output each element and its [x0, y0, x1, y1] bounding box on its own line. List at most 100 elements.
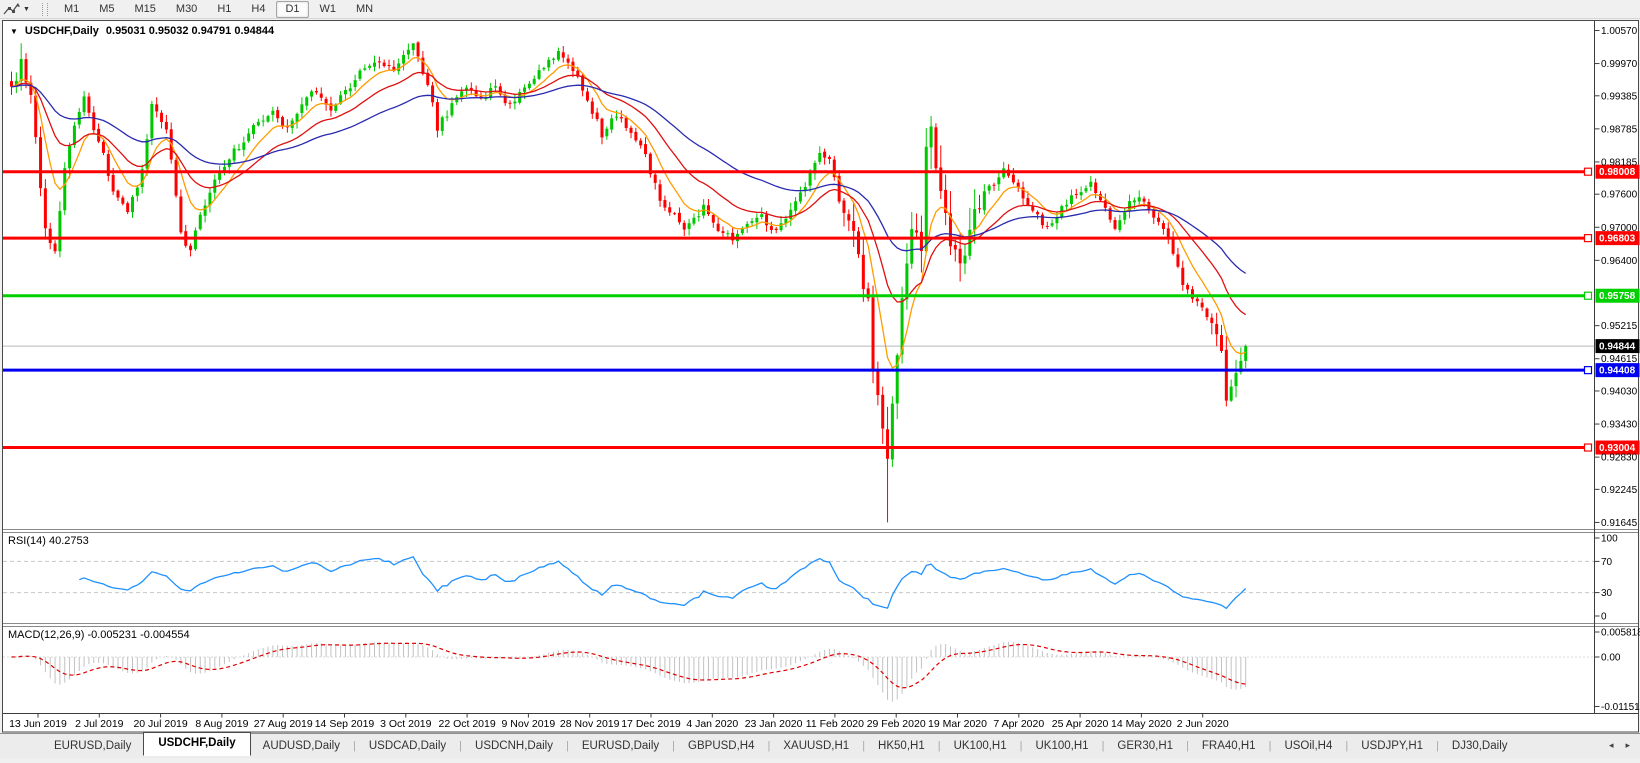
- hline-0.93004[interactable]: 0.93004: [3, 440, 1640, 455]
- collapse-icon[interactable]: ▼: [10, 26, 18, 36]
- toolbar-tool-group: ▼: [0, 2, 33, 17]
- date-label: 22 Oct 2019: [438, 718, 495, 730]
- price-tick-label: 0.95215: [1601, 321, 1638, 332]
- date-label: 29 Feb 2020: [867, 718, 926, 730]
- tab-divider: |: [1436, 740, 1439, 752]
- chart-tab-usdcnh-daily[interactable]: USDCNH,Daily: [475, 740, 553, 752]
- hline-handle: [1583, 366, 1593, 375]
- chart-tab-usdcad-daily[interactable]: USDCAD,Daily: [368, 740, 447, 752]
- price-tick-label: 1.00570: [1601, 26, 1638, 37]
- hline-handle: [1583, 291, 1593, 300]
- date-label: 17 Dec 2019: [621, 718, 681, 730]
- chart-tab-eurusd-daily[interactable]: EURUSD,Daily: [54, 740, 132, 752]
- chart-canvas: 0.98008 0.96803 0.95758 0.94408 0.93004 1.005…: [2, 20, 1640, 733]
- tab-scroll-left-icon[interactable]: ◂: [1608, 740, 1614, 750]
- tf-button-m15[interactable]: M15: [134, 2, 156, 15]
- tab-divider: |: [937, 740, 941, 752]
- crosshair-cursor-icon[interactable]: [3, 2, 20, 17]
- hline-0.98008[interactable]: 0.98008: [3, 164, 1640, 179]
- hline-0.96803[interactable]: 0.96803: [3, 231, 1640, 246]
- price-tick-label: 0.94615: [1601, 354, 1638, 365]
- tf-button-m5[interactable]: M5: [99, 2, 115, 15]
- tf-button-d1[interactable]: D1: [276, 0, 309, 18]
- date-label: 13 Jun 2019: [9, 718, 67, 730]
- chart-tab-fra40-h1[interactable]: FRA40,H1: [1201, 740, 1256, 752]
- date-label: 2 Jul 2019: [75, 718, 124, 730]
- toolbar-grip[interactable]: [41, 2, 48, 16]
- tab-divider: |: [672, 740, 676, 752]
- tab-divider: |: [862, 740, 866, 752]
- rsi-line: [79, 556, 1247, 610]
- hline-0.94408[interactable]: 0.94408: [3, 363, 1640, 378]
- price-scale: 1.00570 0.99970 0.99385 0.98785 0.98185 0.976…: [1594, 26, 1638, 529]
- svg-text:0.96803: 0.96803: [1599, 234, 1636, 245]
- chart-tab-bar: ◂ ▸ EURUSD,Daily USDCHF,Daily AUDUSD,Daily…: [0, 732, 1640, 758]
- hline-price-badge: [1595, 164, 1640, 179]
- date-label: 27 Aug 2019: [254, 718, 313, 730]
- tf-button-mn[interactable]: MN: [356, 2, 374, 15]
- tf-button-w1[interactable]: W1: [319, 2, 337, 15]
- chart-tab-eurusd-daily[interactable]: EURUSD,Daily: [581, 740, 660, 752]
- date-label: 25 Apr 2020: [1052, 718, 1109, 730]
- tab-divider: |: [1101, 740, 1105, 752]
- chart-window-frame: [2, 20, 1639, 733]
- ma-8-line: [11, 56, 1246, 369]
- hline-handle: [1583, 167, 1593, 176]
- dropdown-caret-icon[interactable]: ▼: [23, 5, 30, 13]
- chart-tab-audusd-daily[interactable]: AUDUSD,Daily: [262, 740, 340, 752]
- macd-indicator-label: MACD(12,26,9) -0.005231 -0.004554: [8, 629, 190, 641]
- hline-0.95758[interactable]: 0.95758: [3, 288, 1640, 303]
- tf-button-m1[interactable]: M1: [63, 2, 80, 15]
- tab-divider: |: [352, 740, 356, 752]
- svg-text:0.94408: 0.94408: [1599, 366, 1636, 377]
- macd-signal-line: [11, 642, 1246, 689]
- chart-tab-dj30-daily[interactable]: DJ30,Daily: [1451, 740, 1508, 752]
- date-label: 11 Feb 2020: [806, 718, 864, 730]
- date-label: 14 May 2020: [1111, 718, 1172, 730]
- macd-scale-label: 0.005818: [1601, 628, 1640, 639]
- date-label: 3 Oct 2019: [380, 718, 432, 730]
- tab-divider: |: [1019, 740, 1023, 752]
- hline-handle: [1583, 234, 1593, 243]
- hline-price-badge: [1595, 363, 1640, 378]
- chart-tab-hk50-h1[interactable]: HK50,H1: [878, 740, 925, 752]
- date-label: 7 Apr 2020: [993, 718, 1044, 730]
- date-label: 20 Jul 2019: [133, 718, 187, 730]
- chart-tab-usdchf-daily[interactable]: USDCHF,Daily: [143, 732, 251, 756]
- ma-20-line: [11, 71, 1247, 316]
- tf-button-m30[interactable]: M30: [175, 2, 198, 15]
- price-tick-label: 0.92245: [1601, 485, 1638, 496]
- price-tick-label: 0.92830: [1601, 453, 1638, 464]
- rsi-scale-label: 30: [1601, 588, 1613, 599]
- chart-tab-usoil-h4[interactable]: USOil,H4: [1284, 740, 1333, 752]
- price-tick-label: 0.97000: [1601, 223, 1638, 234]
- svg-text:0.94844: 0.94844: [1599, 342, 1636, 353]
- hline-price-badge: [1595, 231, 1640, 246]
- date-label: 2 Jun 2020: [1177, 718, 1229, 730]
- hline-handle: [1583, 443, 1593, 452]
- tab-scroll-arrows: ◂ ▸: [1609, 740, 1630, 751]
- chart-tab-uk100-h1[interactable]: UK100,H1: [1035, 740, 1089, 752]
- price-tick-label: 0.94030: [1601, 386, 1638, 397]
- date-label: 23 Jan 2020: [745, 718, 803, 730]
- svg-text:0.93004: 0.93004: [1599, 443, 1636, 454]
- price-tick-label: 0.98185: [1601, 157, 1638, 168]
- timeframe-button-row: M1 M5 M15 M30 H1 H4 D1 W1 MN: [55, 0, 382, 18]
- chart-tab-usdjpy-h1[interactable]: USDJPY,H1: [1361, 740, 1424, 752]
- ma-45-line: [11, 84, 1247, 274]
- chart-tab-gbpusd-h4[interactable]: GBPUSD,H4: [688, 740, 755, 752]
- tab-divider: |: [1268, 740, 1272, 752]
- tf-button-h1[interactable]: H1: [217, 2, 232, 15]
- svg-text:0.95758: 0.95758: [1599, 291, 1636, 302]
- date-label: 4 Jan 2020: [686, 718, 738, 730]
- tf-button-h4[interactable]: H4: [251, 2, 266, 15]
- rsi-scale-label: 100: [1601, 534, 1618, 545]
- price-tick-label: 0.96400: [1601, 256, 1638, 267]
- price-tick-label: 0.99970: [1601, 59, 1638, 70]
- chart-tab-xauusd-h1[interactable]: XAUUSD,H1: [783, 740, 850, 752]
- date-label: 28 Nov 2019: [560, 718, 620, 730]
- toolbar: ▼ M1 M5 M15 M30 H1 H4 D1 W1 MN: [0, 0, 1640, 19]
- chart-tab-ger30-h1[interactable]: GER30,H1: [1117, 740, 1174, 752]
- tab-scroll-right-icon[interactable]: ▸: [1625, 740, 1630, 750]
- chart-tab-uk100-h1[interactable]: UK100,H1: [953, 740, 1007, 752]
